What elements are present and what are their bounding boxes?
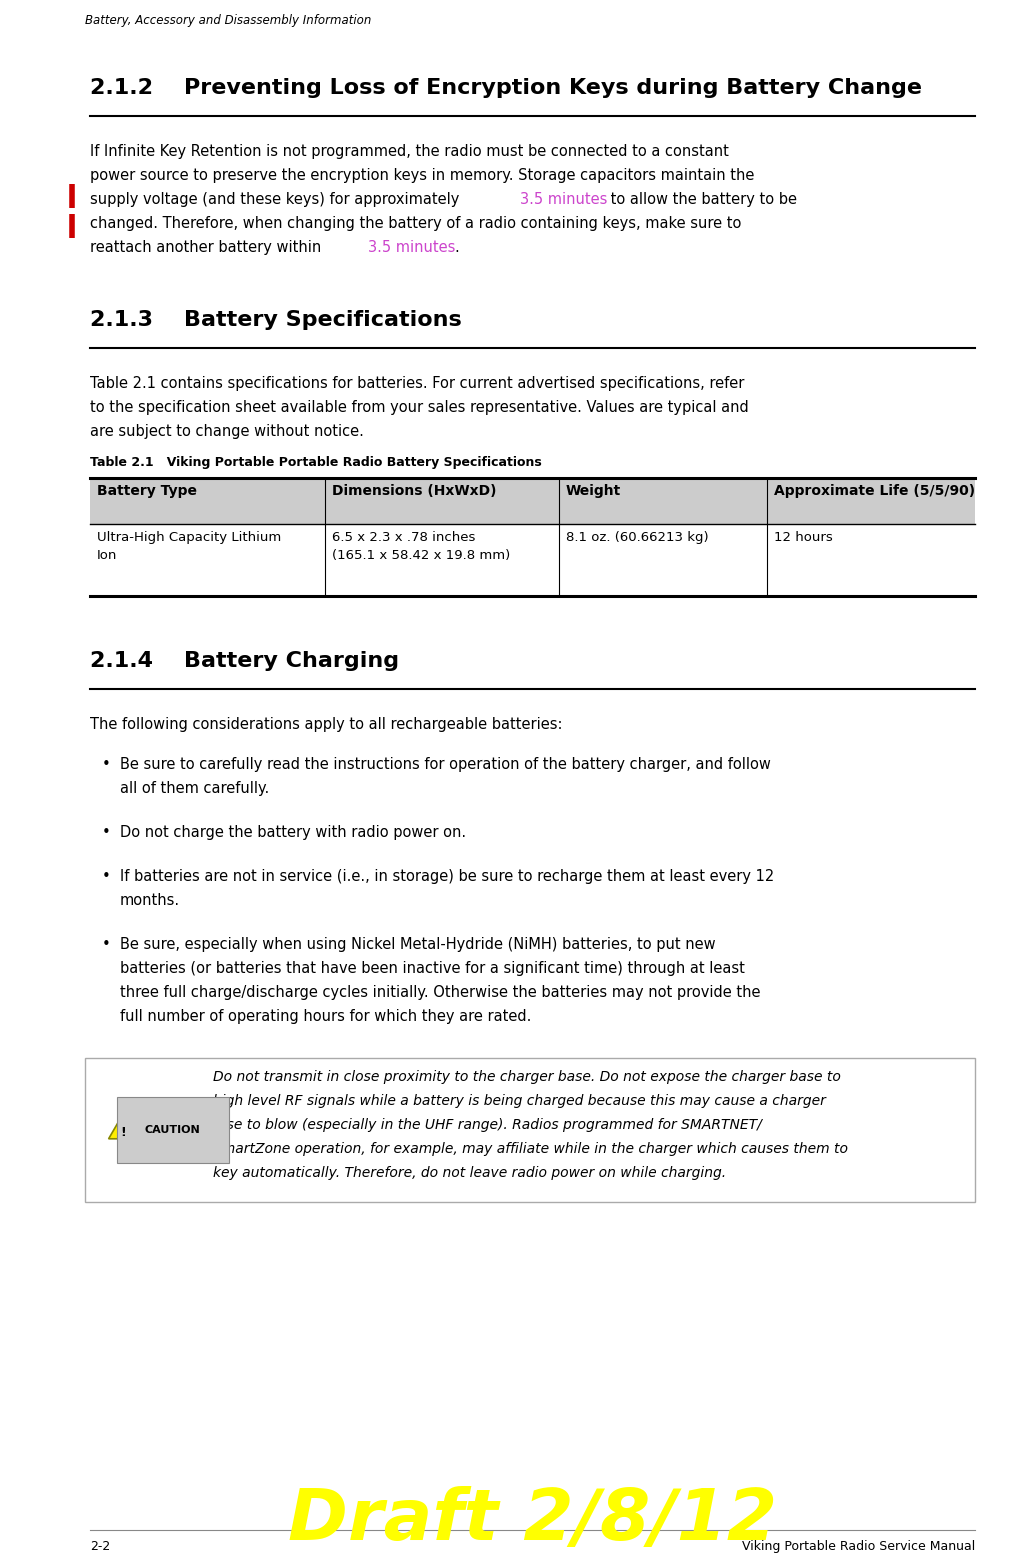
Text: Table 2.1 contains specifications for batteries. For current advertised specific: Table 2.1 contains specifications for ba… [90, 376, 744, 392]
Text: Do not charge the battery with radio power on.: Do not charge the battery with radio pow… [120, 825, 466, 839]
Text: Be sure to carefully read the instructions for operation of the battery charger,: Be sure to carefully read the instructio… [120, 756, 771, 772]
Text: 6.5 x 2.3 x .78 inches
(165.1 x 58.42 x 19.8 mm): 6.5 x 2.3 x .78 inches (165.1 x 58.42 x … [332, 531, 510, 562]
Text: to the specification sheet available from your sales representative. Values are : to the specification sheet available fro… [90, 399, 749, 415]
Text: supply voltage (and these keys) for approximately: supply voltage (and these keys) for appr… [90, 193, 464, 207]
Text: full number of operating hours for which they are rated.: full number of operating hours for which… [120, 1009, 531, 1024]
Text: reattach another battery within: reattach another battery within [90, 240, 326, 255]
Polygon shape [109, 1113, 137, 1138]
Text: •: • [102, 825, 111, 839]
Text: Battery, Accessory and Disassembly Information: Battery, Accessory and Disassembly Infor… [84, 14, 372, 27]
Text: changed. Therefore, when changing the battery of a radio containing keys, make s: changed. Therefore, when changing the ba… [90, 216, 741, 232]
Text: months.: months. [120, 893, 180, 908]
Text: Be sure, especially when using Nickel Metal-Hydride (NiMH) batteries, to put new: Be sure, especially when using Nickel Me… [120, 936, 716, 952]
Text: 2.1.2    Preventing Loss of Encryption Keys during Battery Change: 2.1.2 Preventing Loss of Encryption Keys… [90, 78, 922, 99]
Text: are subject to change without notice.: are subject to change without notice. [90, 424, 363, 438]
Text: high level RF signals while a battery is being charged because this may cause a : high level RF signals while a battery is… [213, 1095, 826, 1109]
Text: The following considerations apply to all rechargeable batteries:: The following considerations apply to al… [90, 717, 563, 731]
Text: fuse to blow (especially in the UHF range). Radios programmed for SMARTNET/: fuse to blow (especially in the UHF rang… [213, 1118, 761, 1132]
Text: Dimensions (HxWxD): Dimensions (HxWxD) [332, 484, 496, 498]
Text: Ultra-High Capacity Lithium
Ion: Ultra-High Capacity Lithium Ion [97, 531, 281, 562]
Text: to allow the battery to be: to allow the battery to be [606, 193, 797, 207]
Text: 2-2: 2-2 [90, 1539, 110, 1553]
Text: key automatically. Therefore, do not leave radio power on while charging.: key automatically. Therefore, do not lea… [213, 1167, 726, 1181]
Text: CAUTION: CAUTION [145, 1124, 201, 1135]
Text: 2.1.3    Battery Specifications: 2.1.3 Battery Specifications [90, 310, 462, 330]
Text: Table 2.1   Viking Portable Portable Radio Battery Specifications: Table 2.1 Viking Portable Portable Radio… [90, 456, 542, 468]
Text: Weight: Weight [566, 484, 621, 498]
Text: 3.5 minutes: 3.5 minutes [367, 240, 455, 255]
Text: power source to preserve the encryption keys in memory. Storage capacitors maint: power source to preserve the encryption … [90, 168, 754, 183]
Text: Do not transmit in close proximity to the charger base. Do not expose the charge: Do not transmit in close proximity to th… [213, 1070, 841, 1084]
Text: 3.5 minutes: 3.5 minutes [520, 193, 608, 207]
Text: Viking Portable Radio Service Manual: Viking Portable Radio Service Manual [742, 1539, 975, 1553]
Text: !: ! [120, 1126, 126, 1138]
Bar [90, 525, 975, 597]
Text: •: • [102, 936, 111, 952]
Text: If Infinite Key Retention is not programmed, the radio must be connected to a co: If Infinite Key Retention is not program… [90, 144, 729, 160]
Text: Approximate Life (5/5/90): Approximate Life (5/5/90) [774, 484, 975, 498]
Text: 8.1 oz. (60.66213 kg): 8.1 oz. (60.66213 kg) [566, 531, 709, 543]
Text: batteries (or batteries that have been inactive for a significant time) through : batteries (or batteries that have been i… [120, 962, 745, 976]
Text: Draft 2/8/12: Draft 2/8/12 [288, 1486, 777, 1555]
Text: 2.1.4    Battery Charging: 2.1.4 Battery Charging [90, 651, 399, 670]
Text: .: . [454, 240, 459, 255]
Text: SmartZone operation, for example, may affiliate while in the charger which cause: SmartZone operation, for example, may af… [213, 1142, 848, 1156]
Text: If batteries are not in service (i.e., in storage) be sure to recharge them at l: If batteries are not in service (i.e., i… [120, 869, 775, 883]
Text: •: • [102, 756, 111, 772]
Bar [84, 1059, 975, 1203]
Text: all of them carefully.: all of them carefully. [120, 781, 269, 796]
Text: •: • [102, 869, 111, 883]
Text: 12 hours: 12 hours [774, 531, 833, 543]
Text: Battery Type: Battery Type [97, 484, 197, 498]
Bar [90, 478, 975, 525]
Text: three full charge/discharge cycles initially. Otherwise the batteries may not pr: three full charge/discharge cycles initi… [120, 985, 760, 1001]
